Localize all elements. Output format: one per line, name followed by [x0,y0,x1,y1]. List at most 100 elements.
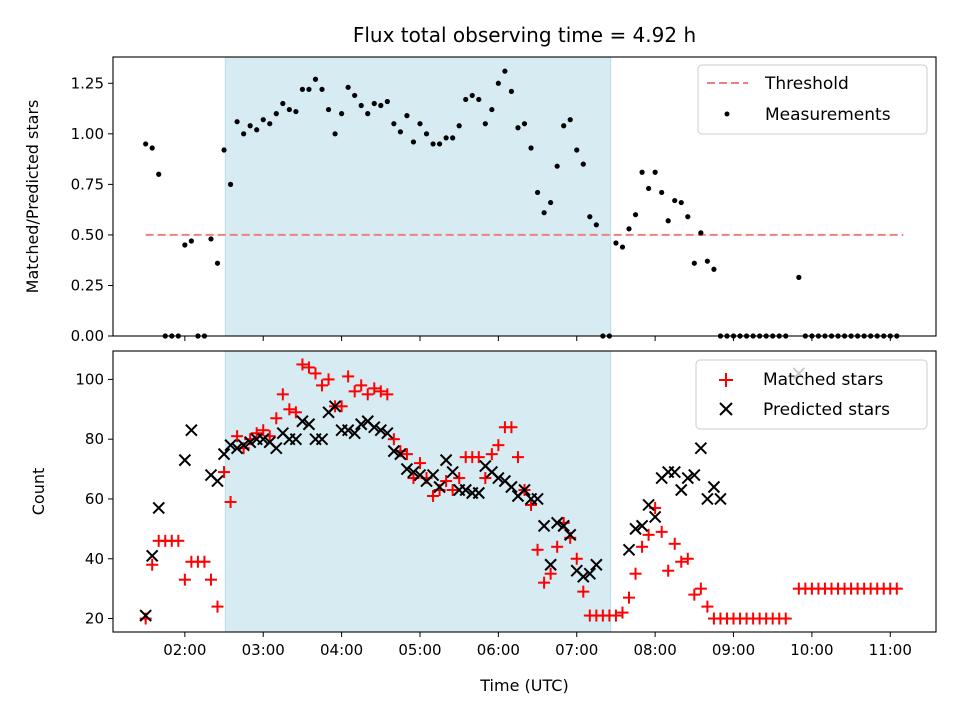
bottom-axes-frame [112,350,937,633]
x-tick-label: 03:00 [242,641,285,659]
measurement-point [574,147,580,153]
chart-title: Flux total observing time = 4.92 h [353,23,696,47]
measurement-point [221,147,227,153]
predicted-star-point [675,483,688,497]
matched-star-point [511,451,524,464]
legend-matched-swatch [719,373,733,387]
measurement-point [672,197,678,204]
predicted-star-point [426,468,440,482]
matched-star-point [348,385,361,398]
matched-star-point [688,588,701,601]
measurement-point [378,102,384,109]
matched-star-point [400,448,413,461]
bottom-y-axis: 20 40 60 80 100 [75,370,113,628]
measurement-point [613,240,619,246]
predicted-star-point [564,528,577,542]
measurement-point [698,230,704,236]
measurement-point [469,92,475,99]
matched-star-point [289,406,302,419]
matched-star-point [531,543,544,556]
matched-star-point [172,534,185,547]
top-y-axis: 0.00 0.25 0.50 0.75 1.00 1.25 [71,74,113,345]
matched-star-point [505,421,518,434]
measurement-point [286,106,292,113]
matched-star-point [681,552,694,565]
x-tick-label: 11:00 [869,641,912,659]
matched-star-point [270,412,283,425]
measurement-point [384,98,390,105]
legend-measurements-label: Measurements [765,105,891,125]
predicted-star-point [550,516,564,530]
measurement-point [593,222,599,228]
measurement-point [293,108,299,115]
measurement-point [456,123,462,129]
predicted-star-point [701,492,714,506]
matched-star-point [257,424,270,437]
measurement-point [528,145,534,151]
predicted-star-point [439,453,453,467]
observing-window-span-bottom [224,350,612,633]
measurement-point [495,80,501,86]
predicted-star-point [472,486,485,500]
measurement-point [423,131,430,137]
matched-star-point [623,591,636,604]
matched-star-point [335,400,348,413]
predicted-star-point [374,424,388,437]
x-tick-label: 05:00 [398,641,441,659]
predicted-star-point [381,427,394,440]
ratio-panel: Flux total observing time = 4.92 h 0.000… [23,23,937,345]
matched-star-point [655,525,668,538]
predicted-star-point [583,567,597,580]
predicted-star-point [537,519,551,533]
measurement-point [267,121,273,127]
measurement-point [319,86,325,92]
matched-star-point [198,555,211,568]
measurement-point [214,260,221,266]
predicted-star-point [446,465,459,479]
measurement-point [227,181,234,187]
matched-star-point [381,388,394,401]
matched-star-point [662,564,675,577]
legend-matched-label: Matched stars [763,370,883,390]
measurement-point [561,123,567,129]
y-tick-label: 0.00 [71,327,104,345]
matched-star-point [779,612,792,625]
measurement-point [208,236,214,242]
measurement-point [626,226,632,232]
predicted-star-point [387,444,401,458]
matched-star-point [224,495,237,508]
measurement-point [241,131,247,137]
matched-star-point [355,379,368,392]
predicted-star-point [707,480,721,494]
measurement-point [371,100,377,107]
matched-star-point [342,370,355,383]
matched-star-point [701,600,714,613]
matched-star-point [609,609,622,622]
measurement-point [450,135,456,141]
predicted-star-point [394,447,407,461]
measurement-point [704,258,710,264]
measurement-point [306,86,312,92]
matched-star-point [231,430,244,443]
matched-star-point [642,528,655,541]
y-tick-label: 100 [75,370,104,388]
predicted-star-point [152,501,165,515]
measurement-point [365,111,371,117]
y-tick-label: 20 [85,610,104,628]
predicted-star-point [302,418,316,431]
measurement-point [685,214,691,220]
predicted-star-point [289,432,303,446]
matched-star-point [636,540,649,553]
measurement-point [312,76,319,82]
y-tick-label: 1.25 [71,74,104,92]
measurement-point [515,125,521,131]
measurement-point [149,145,155,151]
measurement-point [639,169,645,175]
matched-star-point [302,361,315,374]
predicted-star-point [270,441,283,455]
measurement-point [260,117,266,123]
measurement-point [273,111,279,117]
matched-star-point [616,606,629,619]
y-tick-label: 0.50 [71,226,104,244]
predicted-star-point [668,465,681,479]
